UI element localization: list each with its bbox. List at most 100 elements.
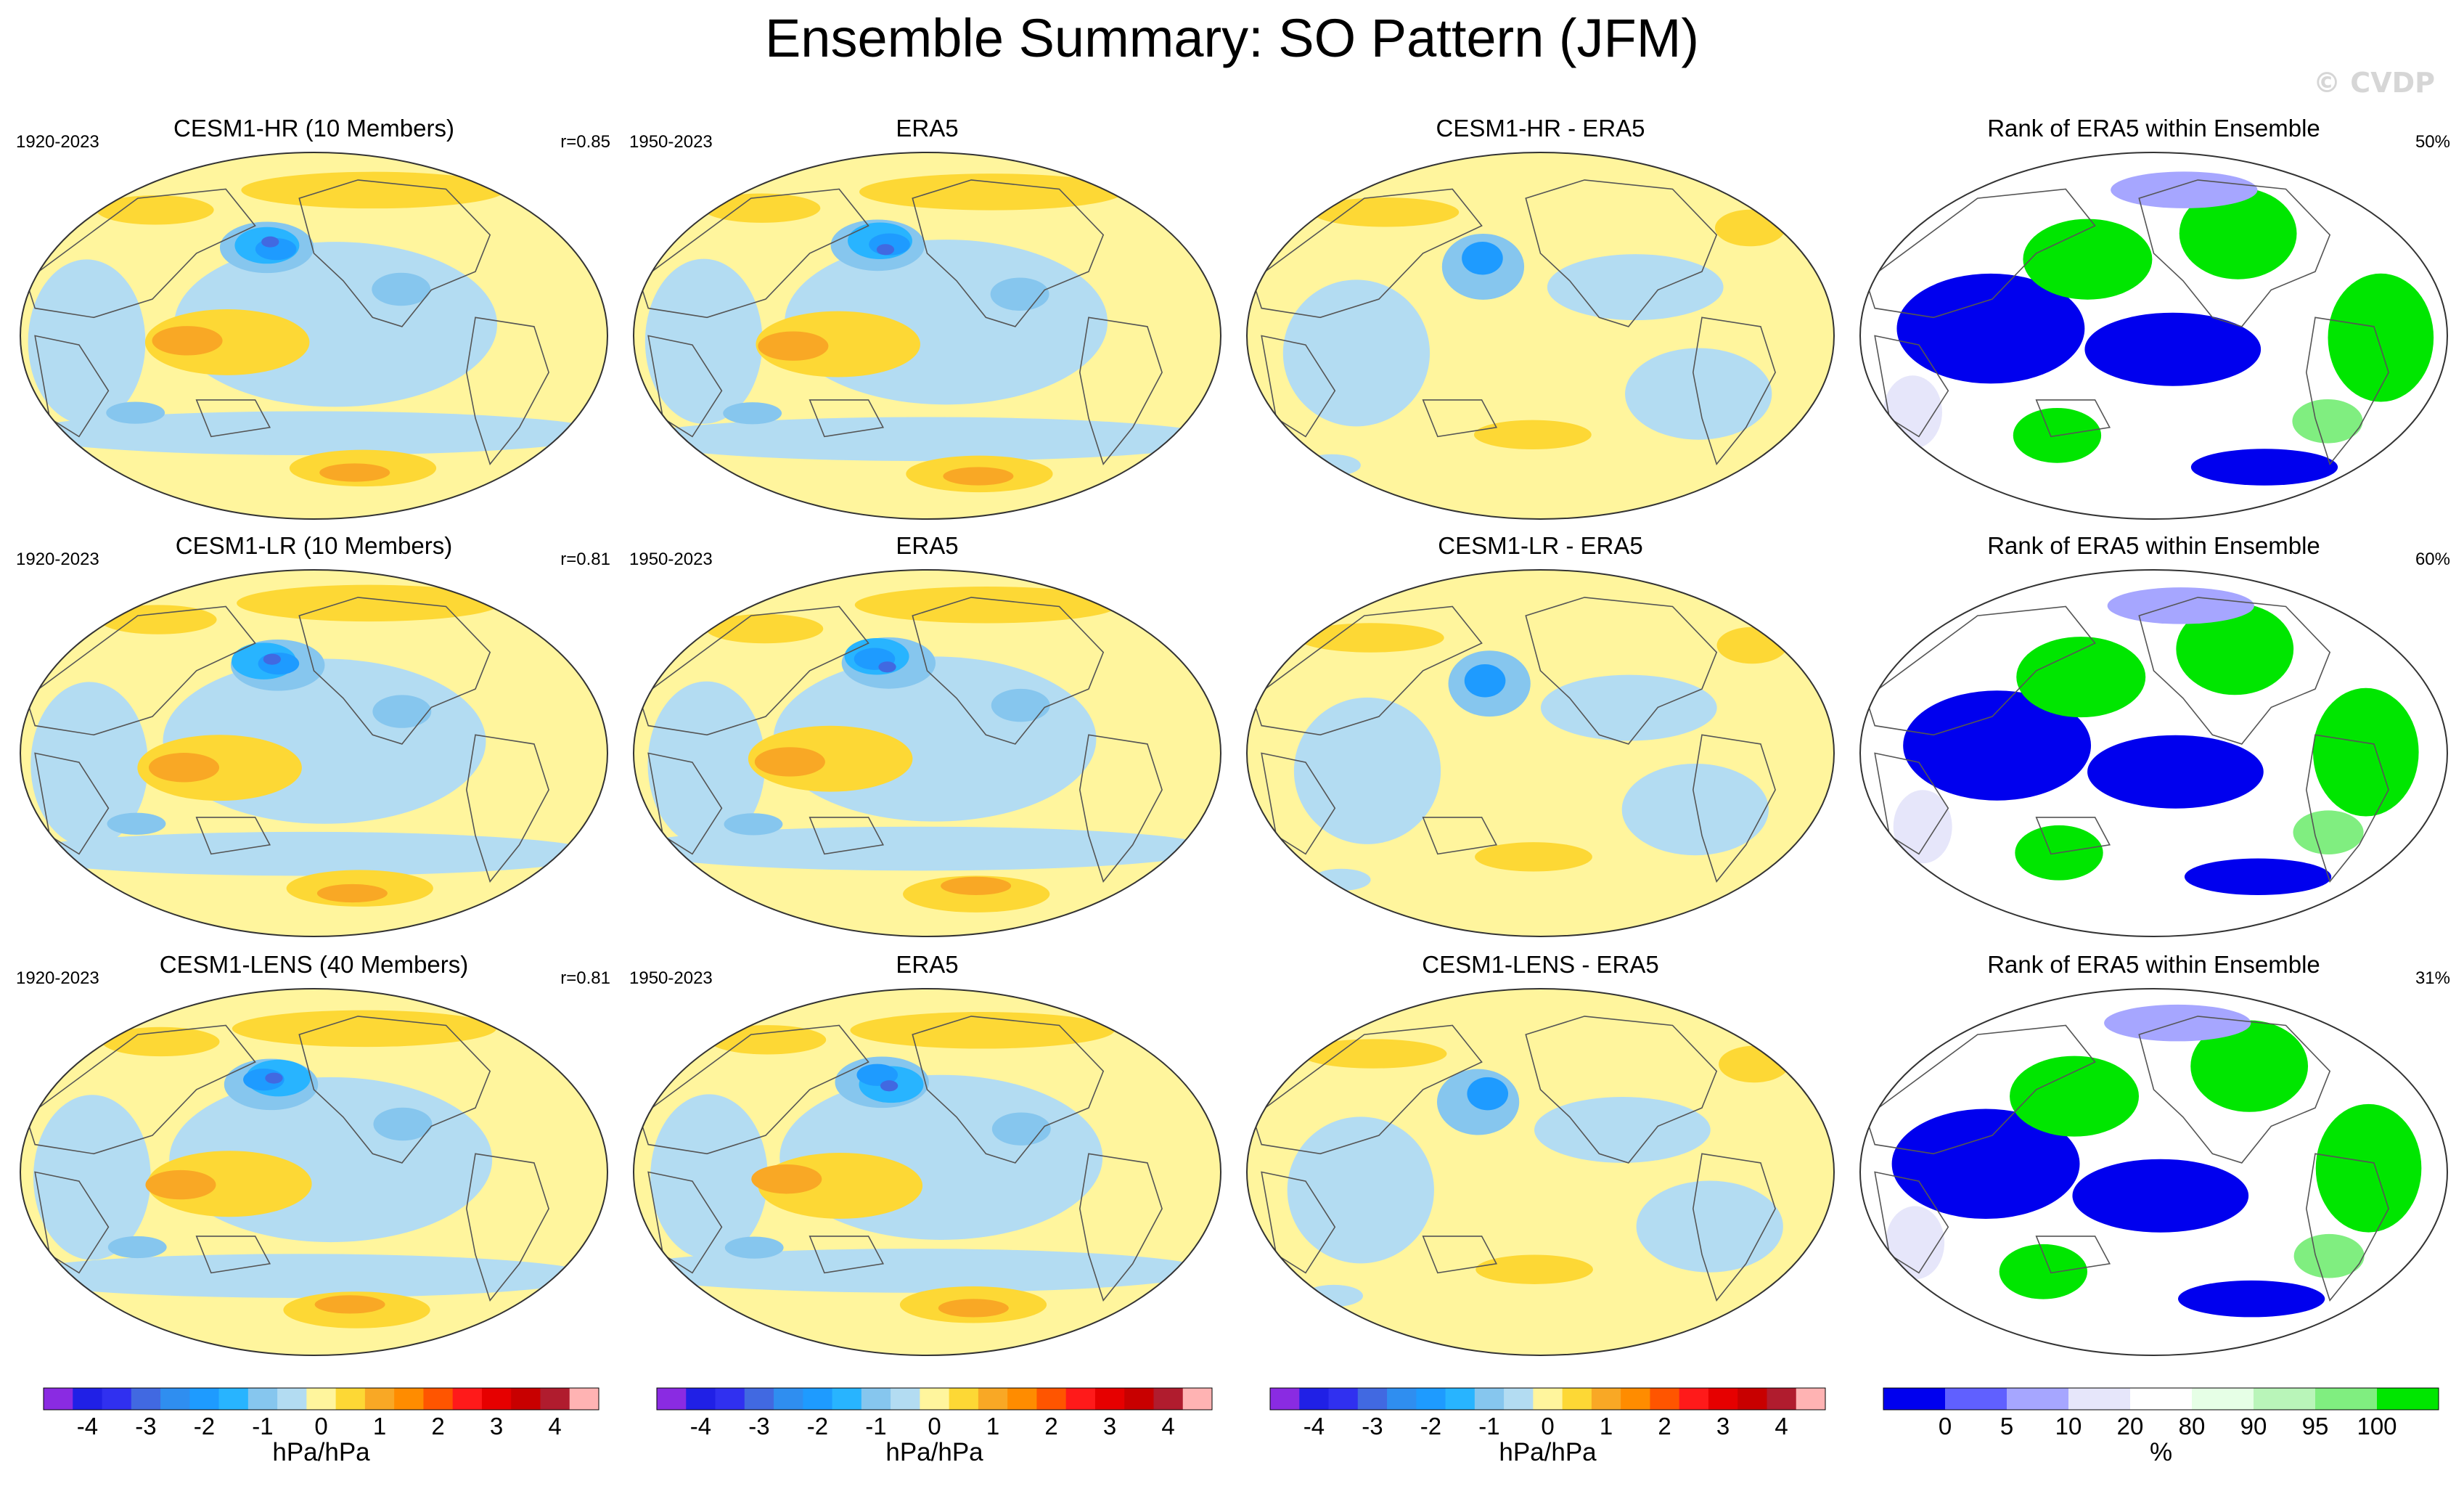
map-contour-region [102, 1026, 220, 1057]
map-contour-region [96, 195, 214, 225]
map-contour-region [1547, 254, 1724, 321]
map-panel-r3-c1: CESM1-LENS (40 Members) 1920-2023 r=0.81 [16, 951, 610, 1356]
colorbar-swatch [1708, 1388, 1738, 1410]
panel-title: ERA5 [896, 951, 958, 978]
colorbar-swatch [891, 1388, 920, 1410]
map-panel-r2-c1: CESM1-LR (10 Members) 1920-2023 r=0.81 [16, 532, 610, 937]
map-contour-region [265, 1072, 283, 1084]
colorbar-swatch [861, 1388, 891, 1410]
colorbar-swatch [2007, 1388, 2069, 1410]
continent-outline [1692, 1153, 1776, 1302]
continent-outline [465, 1153, 549, 1302]
colorbar-unit-label: hPa/hPa [885, 1438, 983, 1466]
map-contour-region [2107, 587, 2254, 624]
colorbar-tick-label: 20 [2117, 1413, 2144, 1440]
map-contour-region [943, 467, 1014, 486]
map-contour-region [751, 1164, 822, 1194]
map-contour-region [147, 1151, 312, 1217]
panel-period-label: 1920-2023 [16, 550, 99, 569]
colorbar-swatch [686, 1388, 716, 1410]
continent-outline [647, 752, 723, 855]
map-contour-region [1891, 1109, 2080, 1220]
map-contour-region [705, 613, 824, 644]
map-contour-region [1475, 842, 1592, 872]
map-panel-r1-c3: CESM1-HR - ERA5 [1246, 115, 1835, 520]
colorbar-swatch [73, 1388, 103, 1410]
continent-outline [465, 317, 549, 465]
map-panel-r3-c4: Rank of ERA5 within Ensemble 31% [1859, 951, 2450, 1356]
colorbar-tick-label: -4 [77, 1413, 98, 1440]
colorbar-tick-label: 0 [1541, 1413, 1554, 1440]
colorbar-swatch [803, 1388, 833, 1410]
map-panel-r2-c3: CESM1-LR - ERA5 [1246, 532, 1835, 937]
panel-title: CESM1-LENS (40 Members) [160, 951, 468, 978]
continent-outline [298, 1016, 491, 1164]
map-contour-region [1475, 1254, 1593, 1284]
colorbar-swatch [1007, 1388, 1037, 1410]
map-contour-region [941, 876, 1012, 895]
continent-outline [25, 605, 256, 736]
colorbar-tick-label: 1 [1600, 1413, 1613, 1440]
colorbar-tick-label: 4 [548, 1413, 561, 1440]
map-contour-region [148, 753, 220, 783]
colorbar-tick-label: 2 [1044, 1413, 1057, 1440]
panel-stat-label: 31% [2415, 968, 2450, 988]
continent-outline [809, 1236, 885, 1274]
map-contour-region [2023, 219, 2153, 300]
continent-outline [1525, 179, 1718, 327]
map-contour-region [2179, 187, 2297, 279]
colorbar-swatch [832, 1388, 862, 1410]
map-contour-region [1999, 1244, 2087, 1299]
map-contour-region [756, 311, 920, 377]
panel-stat-label: r=0.85 [560, 132, 610, 152]
map-contour-region [30, 682, 149, 847]
map-contour-region [373, 1107, 433, 1141]
map-contour-region [1462, 242, 1503, 275]
colorbar-swatch [2315, 1388, 2378, 1410]
map-contour-region [991, 688, 1050, 722]
map-contour-region [2178, 1280, 2325, 1318]
map-contour-region [990, 277, 1049, 311]
colorbar-swatch [715, 1388, 745, 1410]
panel-period-label: 1950-2023 [629, 550, 713, 569]
panel-title: Rank of ERA5 within Ensemble [1987, 532, 2320, 559]
colorbar-swatch [1182, 1388, 1213, 1410]
map-border [20, 152, 608, 520]
continent-outline [639, 605, 869, 736]
continent-outline [1874, 335, 1949, 438]
map-contour-region [2315, 1103, 2422, 1233]
map-border [1246, 569, 1835, 937]
map-contour-region [1716, 626, 1788, 664]
colorbar-swatch [1796, 1388, 1826, 1410]
panel-title: ERA5 [896, 115, 958, 142]
map-border [20, 988, 608, 1356]
continent-outline [2305, 317, 2389, 465]
panel-period-label: 1920-2023 [16, 132, 99, 152]
map-panel-r1-c2: ERA5 1950-2023 [629, 115, 1221, 520]
map-border [1246, 152, 1835, 520]
colorbar-tick-label: 1 [373, 1413, 386, 1440]
colorbar-tick-label: -3 [1362, 1413, 1383, 1440]
colorbar-swatch [423, 1388, 454, 1410]
map-contour-region [1886, 1206, 1945, 1280]
map-contour-region [107, 812, 166, 835]
colorbar-swatch [218, 1388, 249, 1410]
map-contour-region [754, 747, 825, 777]
map-contour-region [28, 259, 146, 425]
colorbar-swatch [1416, 1388, 1446, 1410]
colorbar-tick-label: 3 [1716, 1413, 1730, 1440]
map-border [1246, 988, 1835, 1356]
continent-outline [1692, 317, 1776, 465]
colorbar-swatch [2254, 1388, 2316, 1410]
map-contour-region [2111, 171, 2258, 208]
colorbar-tick-label: -2 [1420, 1413, 1441, 1440]
map-contour-region [650, 1094, 768, 1260]
figure-title: Ensemble Summary: SO Pattern (JFM) [764, 8, 1700, 68]
colorbar-swatch [131, 1388, 161, 1410]
colorbar-tick-label: -1 [865, 1413, 886, 1440]
colorbar-swatch [247, 1388, 278, 1410]
colorbar-tick-label: 2 [431, 1413, 444, 1440]
map-contour-region [2292, 399, 2363, 444]
continent-outline [1078, 734, 1163, 883]
map-contour-region [1714, 209, 1786, 247]
